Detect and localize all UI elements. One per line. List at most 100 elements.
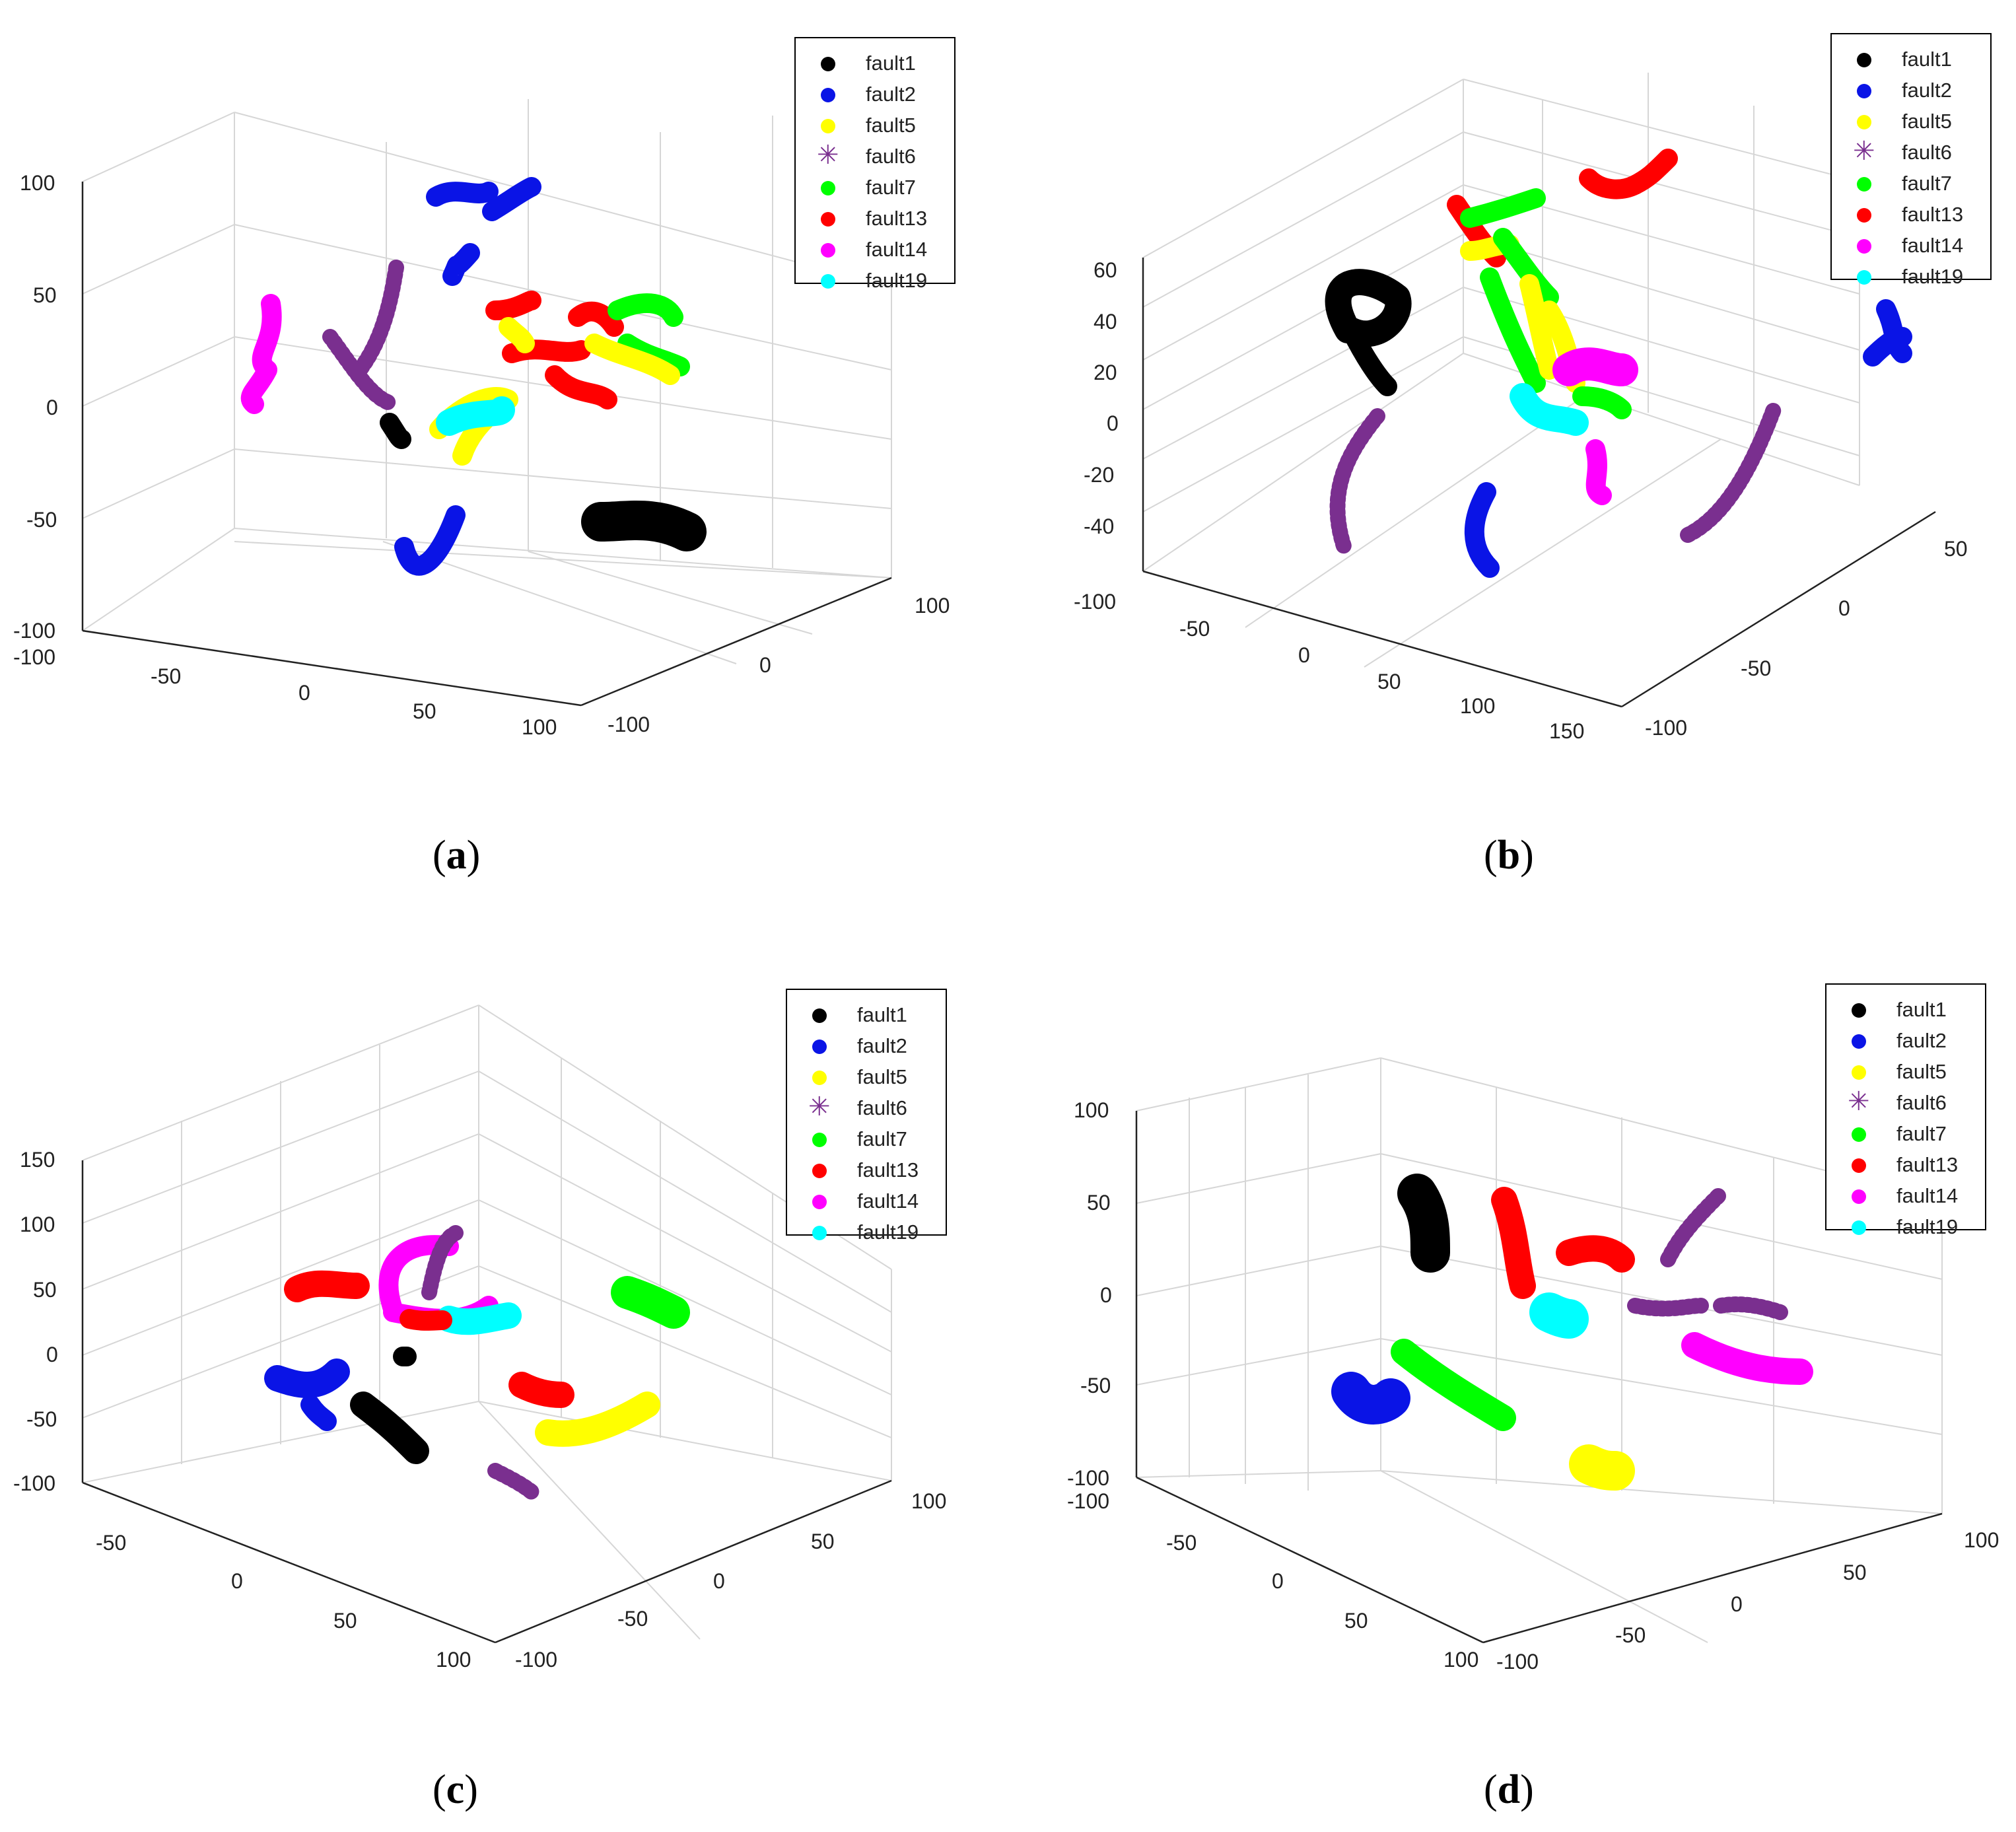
x-tick-b-100: 100 — [1460, 694, 1495, 718]
legend-marker-fault14 — [1838, 1183, 1878, 1209]
legend-label: fault5 — [866, 113, 916, 137]
cluster-fault2-3 — [1863, 327, 1912, 367]
legend-marker-fault6: ✳ — [1838, 1086, 1878, 1116]
z-tick-c-50: 50 — [33, 1278, 57, 1302]
legend-label: fault19 — [1896, 1215, 1959, 1238]
z-ticks-d: 100 50 0 -50 -100 — [1067, 1098, 1112, 1490]
z-tick-d-100: 100 — [1074, 1098, 1109, 1122]
cluster-fault19-17 — [1510, 383, 1589, 436]
cluster-fault6-6 — [322, 329, 398, 411]
legend-marker-fault13 — [1838, 1152, 1878, 1178]
y-tick-c-m50: -50 — [617, 1607, 648, 1631]
clusters-c — [264, 1225, 690, 1500]
legend-label: fault7 — [857, 1127, 907, 1150]
z-tick-d-50: 50 — [1087, 1191, 1111, 1215]
legend-marker-fault19 — [799, 1219, 839, 1246]
legend-entry-fault5: fault5 — [799, 1061, 934, 1092]
cluster-fault6-5 — [1713, 1296, 1788, 1320]
z-tick-d-m100: -100 — [1067, 1466, 1109, 1490]
legend-marker-fault5 — [808, 112, 847, 139]
legend-entry-fault1: fault1 — [1844, 44, 1978, 75]
cluster-fault13-15 — [568, 301, 624, 337]
legend-entry-fault6: ✳ fault6 — [1838, 1087, 1973, 1118]
y-ticks-c: -100 -50 0 50 100 — [515, 1489, 946, 1672]
legend-a: fault1 fault2 fault5 ✳ fault6 fault7 fault13 fa… — [794, 37, 956, 292]
asterisk-icon: ✳ — [1848, 1086, 1870, 1116]
clusters-a — [240, 177, 707, 576]
axes-lines-c — [81, 1160, 892, 1644]
z-tick-a-m100: -100 — [13, 619, 55, 643]
dot-icon — [1852, 1065, 1866, 1080]
legend-entry-fault2: fault2 — [808, 79, 942, 110]
z-ticks-b: 60 40 20 0 -20 -40 — [1084, 258, 1119, 538]
x-tick-d-0: 0 — [1272, 1569, 1284, 1593]
x-tick-b-50: 50 — [1377, 670, 1401, 693]
legend-entry-fault7: fault7 — [808, 172, 942, 203]
legend-entry-fault13: fault13 — [1844, 199, 1978, 230]
z-tick-c-m50: -50 — [26, 1407, 57, 1431]
axes-box-d — [1136, 1057, 1943, 1643]
cluster-fault6-4 — [1627, 1298, 1709, 1317]
legend-marker-fault6: ✳ — [799, 1094, 839, 1121]
legend-label: fault2 — [1896, 1028, 1947, 1052]
cluster-fault14-18 — [1585, 439, 1612, 505]
legend-entry-fault5: fault5 — [1838, 1056, 1973, 1087]
axes-lines-d — [1135, 1111, 1943, 1644]
dot-icon — [1852, 1220, 1866, 1235]
legend-c: fault1 fault2 fault5 ✳ fault6 fault7 fault13 fa… — [786, 989, 947, 1244]
legend-label: fault1 — [1902, 47, 1952, 71]
dot-icon — [1852, 1034, 1866, 1049]
legend-marker-fault7 — [808, 174, 847, 201]
cluster-fault19-4 — [436, 1302, 522, 1335]
y-ticks-a: -100 0 100 — [608, 594, 950, 736]
legend-marker-fault2 — [1838, 1028, 1878, 1054]
legend-label: fault6 — [1902, 140, 1952, 164]
cluster-fault6-13 — [487, 1463, 539, 1500]
legend-marker-fault7 — [1844, 170, 1883, 197]
legend-marker-fault14 — [808, 236, 847, 263]
dot-icon — [1857, 269, 1871, 285]
legend-marker-fault1 — [1844, 46, 1883, 73]
caption-c: (c) — [433, 1767, 478, 1812]
legend-entry-fault7: fault7 — [1844, 168, 1978, 199]
legend-entry-fault14: fault14 — [808, 234, 942, 265]
legend-label: fault2 — [866, 82, 916, 106]
legend-label: fault5 — [1902, 109, 1952, 133]
legend-label: fault14 — [1902, 233, 1964, 257]
legend-label: fault14 — [866, 237, 928, 261]
y-ticks-b: -100 -50 0 50 — [1645, 537, 1968, 740]
legend-marker-fault19 — [1838, 1214, 1878, 1240]
y-tick-a-100: 100 — [915, 594, 950, 617]
y-tick-c-50: 50 — [811, 1530, 835, 1553]
legend-b: fault1 fault2 fault5 ✳ fault6 fault7 fault13 fa… — [1830, 33, 1992, 288]
y-tick-c-0: 0 — [713, 1569, 725, 1593]
legend-entry-fault19: fault19 — [1838, 1211, 1973, 1242]
legend-marker-fault2 — [799, 1033, 839, 1059]
legend-entry-fault7: fault7 — [799, 1123, 934, 1154]
x-tick-c-0: 0 — [231, 1569, 243, 1593]
legend-marker-fault6: ✳ — [1844, 136, 1883, 166]
cluster-fault1-7 — [380, 413, 411, 449]
dot-icon — [812, 1163, 827, 1178]
asterisk-icon: ✳ — [1853, 136, 1875, 166]
dot-icon — [821, 273, 835, 289]
x-tick-a-0: 0 — [298, 681, 310, 705]
x-tick-c-100: 100 — [436, 1648, 471, 1672]
cluster-fault1-1 — [1341, 320, 1397, 396]
dot-icon — [1852, 1003, 1866, 1018]
legend-entry-fault1: fault1 — [799, 999, 934, 1030]
axes-lines-b — [1142, 258, 1936, 708]
x-tick-c-50: 50 — [333, 1609, 357, 1633]
z-ticks-c: 150 100 50 0 -50 -100 — [13, 1148, 58, 1495]
cluster-fault5-19 — [499, 317, 535, 353]
legend-label: fault13 — [857, 1158, 919, 1181]
legend-marker-fault14 — [799, 1188, 839, 1215]
cluster-fault7-19 — [1572, 386, 1632, 419]
plot-c: 150 100 50 0 -50 -100 -50 0 50 100 -100 … — [13, 1004, 946, 1672]
dot-icon — [821, 242, 835, 258]
cluster-fault2-2 — [442, 243, 480, 286]
panel-b: 60 40 20 0 -20 -40 -100 -50 0 50 100 150… — [1008, 0, 2015, 916]
legend-label: fault13 — [866, 206, 928, 230]
cluster-fault5-18 — [584, 334, 680, 385]
dot-icon — [812, 1039, 827, 1054]
